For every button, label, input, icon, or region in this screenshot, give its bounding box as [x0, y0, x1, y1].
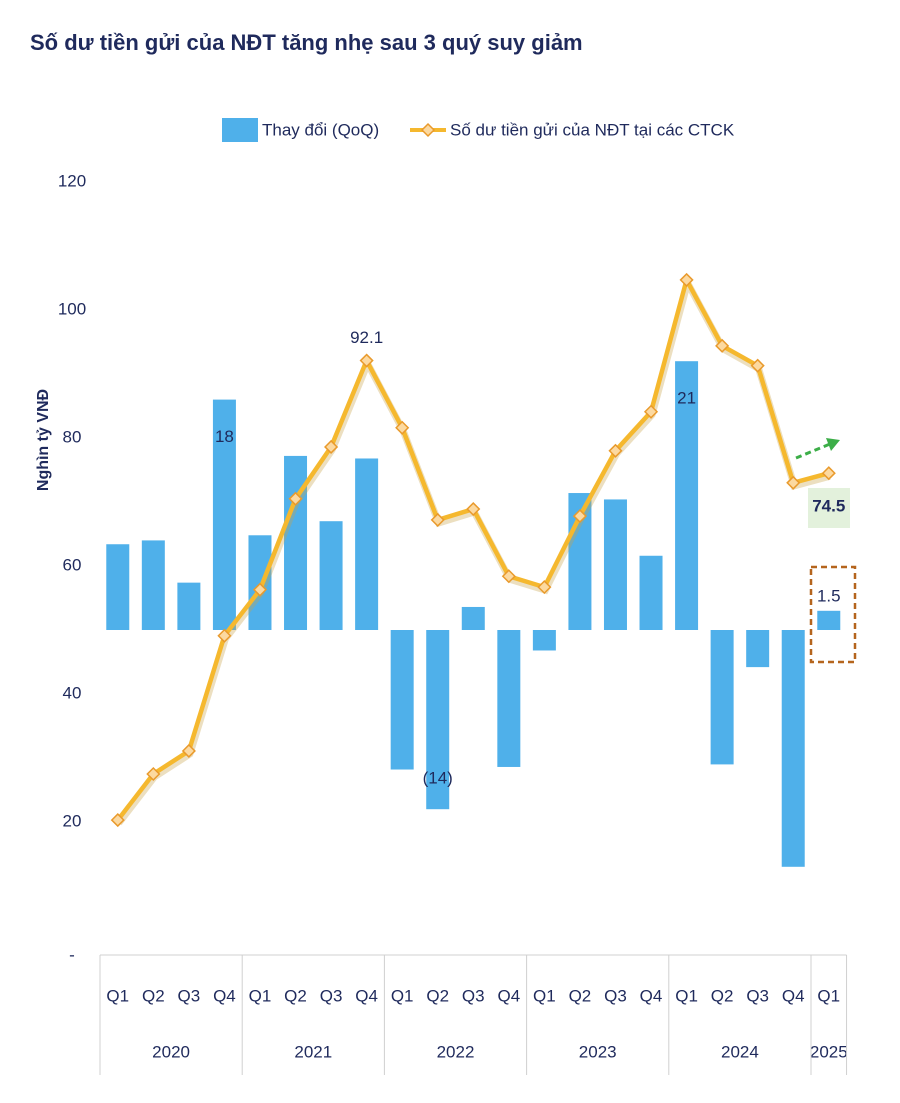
- line-marker: [430, 512, 445, 527]
- line-marker: [395, 420, 410, 435]
- highlight-box: [808, 488, 850, 528]
- x-tick-label: Q2: [711, 986, 734, 1005]
- line-marker: [146, 766, 161, 782]
- bar: [710, 630, 734, 765]
- bar: [675, 361, 699, 630]
- y-tick-label: -: [69, 945, 75, 964]
- x-tick-label: Q4: [355, 986, 378, 1005]
- x-tick-label: Q1: [817, 986, 840, 1005]
- x-tick-label: Q3: [178, 986, 201, 1005]
- line-marker: [217, 628, 232, 643]
- y-tick-label: 20: [63, 811, 82, 830]
- bar: [177, 582, 201, 630]
- line-value-label: 74.5: [812, 497, 845, 516]
- line-marker: [501, 569, 516, 584]
- x-group-label: 2023: [579, 1042, 617, 1061]
- line-marker: [288, 491, 303, 506]
- x-tick-label: Q1: [391, 986, 414, 1005]
- line-marker: [110, 813, 125, 828]
- x-tick-label: Q1: [675, 986, 698, 1005]
- x-group-label: 2021: [294, 1042, 332, 1061]
- legend-swatch: [420, 122, 436, 138]
- legend-swatch: [222, 118, 258, 142]
- bar-value-label: (14): [423, 769, 453, 788]
- line-marker: [324, 439, 339, 455]
- y-tick-label: 120: [58, 171, 86, 190]
- bar: [141, 540, 165, 630]
- trend-arrow: [795, 438, 840, 460]
- x-tick-label: Q4: [497, 986, 520, 1005]
- bar: [532, 630, 556, 651]
- x-tick-label: Q1: [533, 986, 556, 1005]
- x-group-label: 2020: [152, 1042, 190, 1061]
- x-tick-label: Q4: [640, 986, 663, 1005]
- legend-label: Thay đổi (QoQ): [262, 120, 379, 139]
- line-marker: [786, 475, 801, 490]
- bar: [603, 499, 627, 630]
- line-marker: [715, 338, 730, 353]
- x-tick-label: Q2: [426, 986, 449, 1005]
- x-group-label: 2022: [437, 1042, 475, 1061]
- bar: [212, 399, 236, 630]
- line-marker: [252, 582, 268, 597]
- legend-label: Số dư tiền gửi của NĐT tại các CTCK: [450, 120, 735, 139]
- line-marker: [679, 272, 694, 287]
- bar: [497, 630, 521, 767]
- x-tick-label: Q1: [106, 986, 129, 1005]
- line-marker: [466, 501, 481, 517]
- bar: [746, 630, 770, 668]
- bar: [284, 455, 308, 630]
- bar: [461, 606, 485, 630]
- chart-title: Số dư tiền gửi của NĐT tăng nhẹ sau 3 qu…: [30, 30, 583, 55]
- x-group-label: 2024: [721, 1042, 759, 1061]
- x-tick-label: Q2: [569, 986, 592, 1005]
- x-group-label: 2025: [810, 1042, 848, 1061]
- x-tick-label: Q4: [213, 986, 236, 1005]
- y-tick-label: 100: [58, 299, 86, 318]
- x-tick-label: Q4: [782, 986, 805, 1005]
- line-marker: [643, 404, 659, 419]
- y-tick-label: 80: [63, 427, 82, 446]
- y-tick-label: 60: [63, 555, 82, 574]
- x-tick-label: Q3: [746, 986, 769, 1005]
- y-axis-title: Nghìn tỷ VNĐ: [35, 389, 52, 491]
- x-tick-label: Q3: [604, 986, 627, 1005]
- x-tick-label: Q2: [142, 986, 165, 1005]
- bar: [639, 555, 663, 630]
- x-tick-label: Q2: [284, 986, 307, 1005]
- bar-value-label: 21: [677, 389, 696, 408]
- bar: [319, 521, 343, 630]
- bar-value-label: 1.5: [817, 586, 841, 605]
- line-marker: [572, 509, 587, 524]
- bar: [817, 610, 841, 630]
- line-marker: [750, 358, 765, 373]
- line-marker: [359, 353, 374, 368]
- bar: [781, 630, 805, 867]
- line-marker: [537, 580, 552, 595]
- bar: [426, 630, 450, 810]
- line-marker: [181, 743, 196, 759]
- bar: [106, 544, 130, 630]
- line-marker: [608, 443, 623, 458]
- bar: [390, 630, 414, 770]
- highlight-frame: [809, 565, 857, 664]
- line-marker: [821, 466, 836, 481]
- bar-value-label: 18: [215, 427, 234, 446]
- x-tick-label: Q3: [320, 986, 343, 1005]
- bar: [355, 458, 379, 630]
- line-value-label: 92.1: [350, 328, 383, 347]
- x-tick-label: Q1: [249, 986, 272, 1005]
- x-tick-label: Q3: [462, 986, 485, 1005]
- y-tick-label: 40: [63, 683, 82, 702]
